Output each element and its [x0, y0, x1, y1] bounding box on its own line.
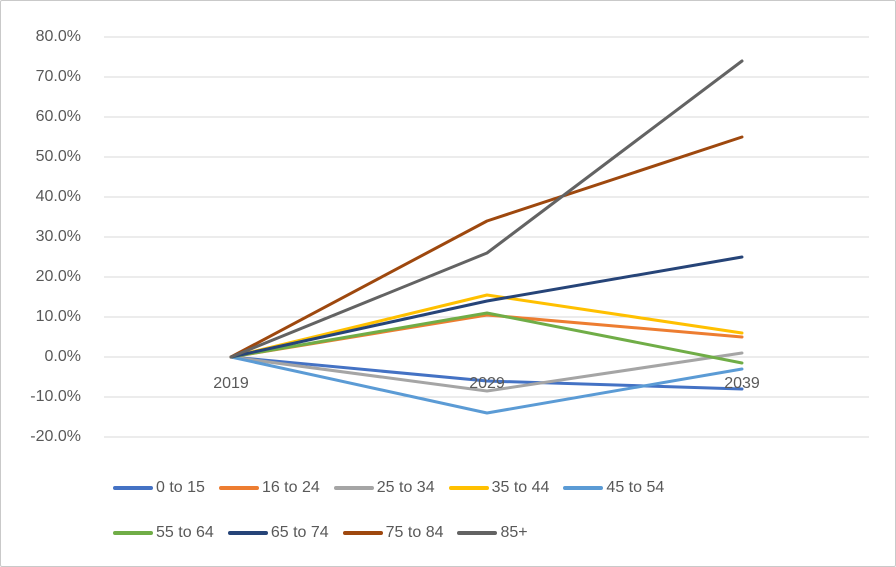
legend-label-75-to-84: 75 to 84	[385, 524, 444, 541]
y-axis-label-70: 70.0%	[35, 68, 81, 85]
series-line-45-to-54	[229, 355, 744, 415]
legend-item-25-to-34: 25 to 34	[333, 479, 435, 497]
legend-item-35-to-44: 35 to 44	[448, 479, 550, 497]
x-axis-label-2019: 2019	[213, 375, 249, 392]
y-axis-label--20: -20.0%	[30, 428, 81, 445]
y-axis-label-50: 50.0%	[35, 148, 81, 165]
series-line-0-to-15	[229, 355, 744, 391]
legend-label-45-to-54: 45 to 54	[606, 479, 665, 496]
y-axis-label-60: 60.0%	[35, 108, 81, 125]
y-axis-label-40: 40.0%	[35, 188, 81, 205]
legend-swatch-25-to-34	[333, 486, 374, 490]
legend-label-25-to-34: 25 to 34	[376, 479, 435, 496]
legend-item-45-to-54: 45 to 54	[563, 479, 664, 497]
legend-swatch-65-to-74	[227, 531, 268, 535]
legend-item-16-to-24: 16 to 24	[218, 479, 320, 497]
legend-label-16-to-24: 16 to 24	[261, 479, 320, 496]
x-axis-label-2029: 2029	[469, 375, 505, 392]
y-axis-label-80: 80.0%	[35, 28, 81, 45]
legend-swatch-35-to-44	[448, 486, 489, 490]
series-line-85	[229, 59, 744, 359]
y-axis-label-30: 30.0%	[35, 228, 81, 245]
legend-item-65-to-74: 65 to 74	[227, 524, 329, 542]
chart-legend: 0 to 15 16 to 24 25 to 34 35 to 44 45 to 54 5…	[113, 475, 833, 565]
x-axis-label-2039: 2039	[724, 375, 760, 392]
legend-label-55-to-64: 55 to 64	[156, 524, 214, 541]
legend-item-0-to-15: 0 to 15	[113, 479, 205, 497]
legend-swatch-55-to-64	[113, 531, 153, 535]
series-line-25-to-34	[229, 351, 744, 393]
y-axis-label--10: -10.0%	[30, 388, 81, 405]
legend-item-55-to-64: 55 to 64	[113, 524, 214, 542]
legend-label-0-to-15: 0 to 15	[156, 479, 205, 496]
legend-swatch-85	[457, 531, 498, 535]
y-axis-label-0: 0.0%	[44, 348, 81, 365]
legend-item-75-to-84: 75 to 84	[342, 524, 444, 542]
y-axis-label-10: 10.0%	[35, 308, 81, 325]
legend-swatch-0-to-15	[113, 486, 153, 490]
series-line-75-to-84	[229, 135, 744, 359]
legend-item-85: 85+	[457, 524, 528, 542]
series-line-55-to-64	[229, 311, 744, 365]
legend-label-65-to-74: 65 to 74	[270, 524, 329, 541]
legend-swatch-16-to-24	[218, 486, 259, 490]
legend-swatch-75-to-84	[342, 531, 383, 535]
y-axis-label-20: 20.0%	[35, 268, 81, 285]
series-line-35-to-44	[229, 293, 744, 359]
chart-plot-area	[104, 36, 869, 438]
legend-row-1: 0 to 15 16 to 24 25 to 34 35 to 44 45 to 54	[113, 475, 833, 501]
legend-label-85: 85+	[500, 524, 528, 541]
legend-label-35-to-44: 35 to 44	[491, 479, 550, 496]
series-line-65-to-74	[229, 255, 744, 359]
legend-swatch-45-to-54	[563, 486, 604, 490]
legend-row-2: 55 to 64 65 to 74 75 to 84 85+	[113, 520, 833, 546]
